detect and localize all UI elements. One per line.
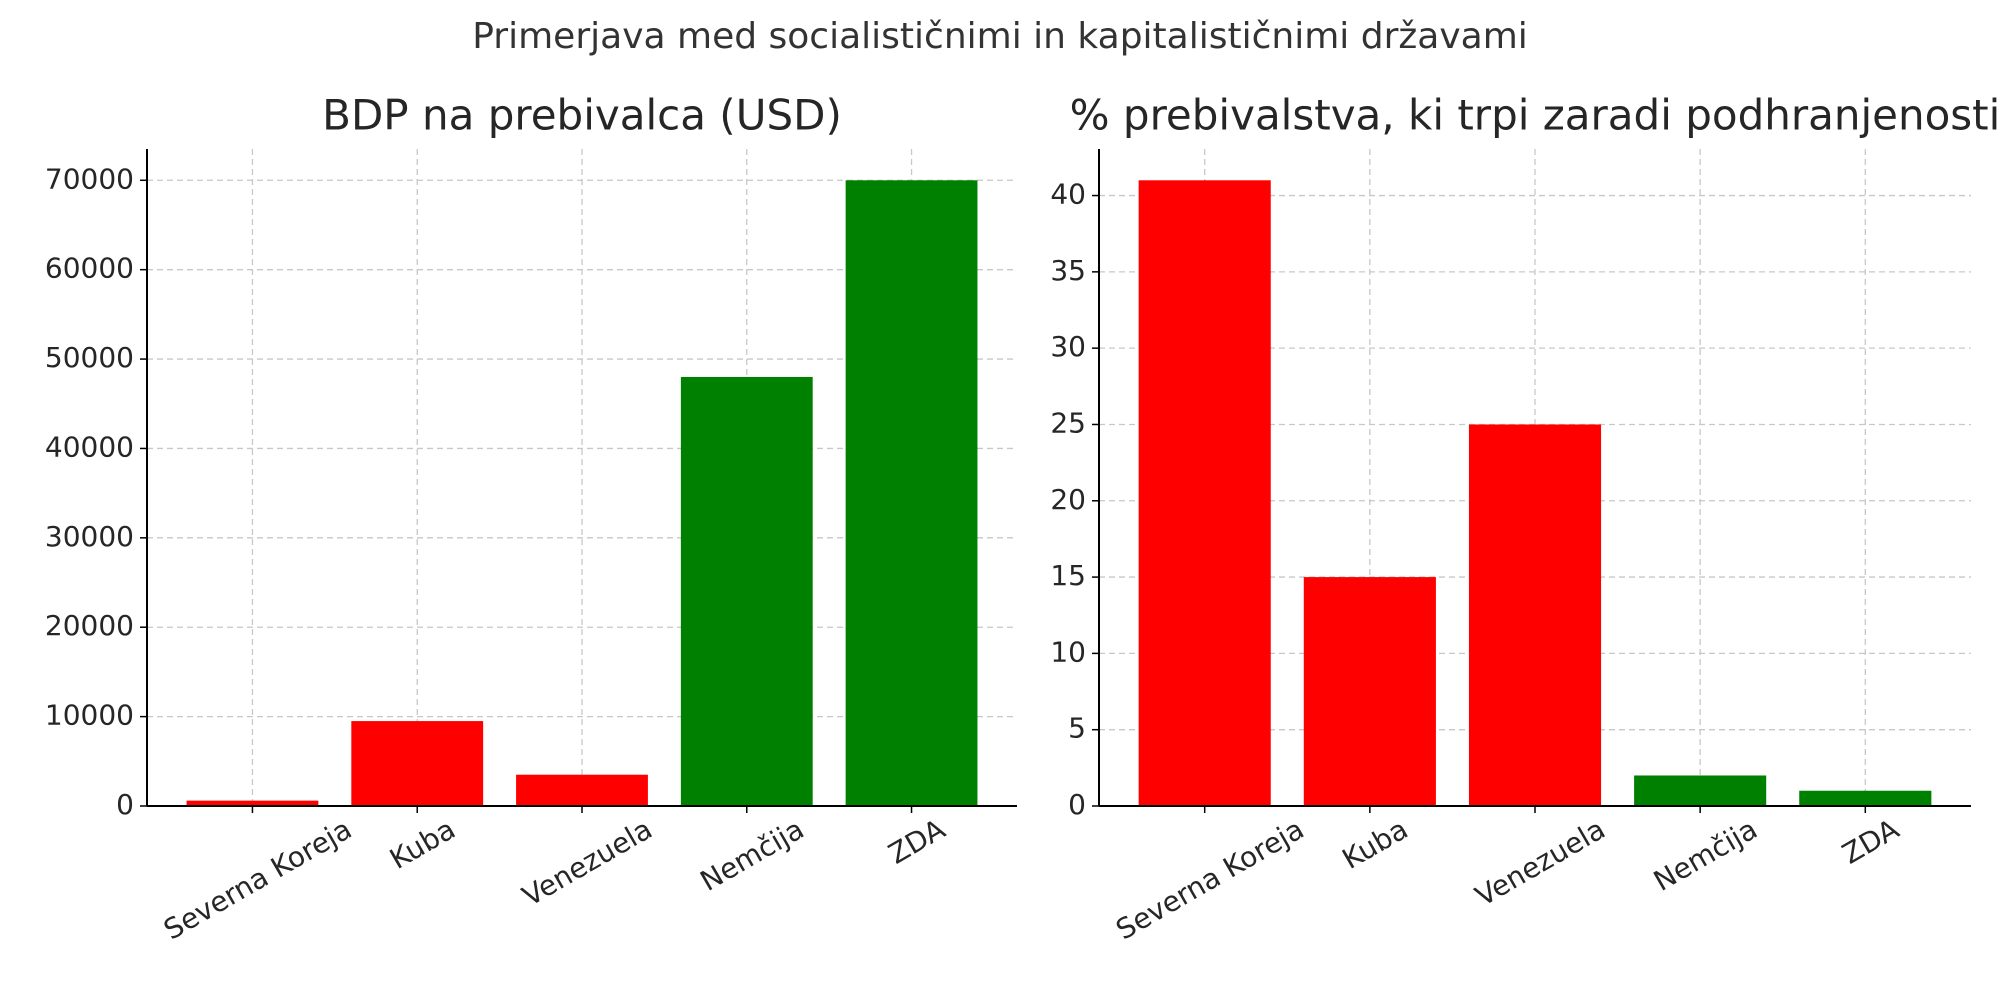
subplot-title: % prebivalstva, ki trpi zaradi podhranje… xyxy=(1070,91,2000,140)
y-tick-label: 35 xyxy=(1050,254,1086,287)
y-tick-label: 0 xyxy=(116,788,134,821)
subplot-title: BDP na prebivalca (USD) xyxy=(322,91,842,140)
y-tick-label: 30 xyxy=(1050,330,1086,363)
y-tick-label: 40 xyxy=(1050,178,1086,211)
y-tick-label: 50000 xyxy=(45,341,134,374)
bar xyxy=(1634,775,1767,806)
y-tick-label: 10000 xyxy=(45,699,134,732)
bar xyxy=(680,376,813,806)
bar xyxy=(1303,577,1436,806)
y-tick-label: 10 xyxy=(1050,635,1086,668)
y-tick-label: 0 xyxy=(1068,788,1086,821)
y-tick-label: 25 xyxy=(1050,406,1086,439)
bar xyxy=(1468,424,1602,806)
y-tick-label: 5 xyxy=(1068,712,1086,745)
y-tick-label: 70000 xyxy=(45,162,134,195)
bar xyxy=(516,774,648,806)
bar xyxy=(845,180,978,807)
bar xyxy=(1138,180,1271,807)
y-tick-label: 60000 xyxy=(45,252,134,285)
figure-title: Primerjava med socialističnimi in kapita… xyxy=(472,16,1528,57)
y-tick-label: 15 xyxy=(1050,559,1086,592)
y-tick-label: 40000 xyxy=(45,430,134,463)
bar xyxy=(1799,790,1932,806)
bar xyxy=(186,800,319,806)
y-tick-label: 20 xyxy=(1050,483,1086,516)
bar xyxy=(351,721,484,806)
y-tick-label: 30000 xyxy=(45,520,134,553)
y-tick-label: 20000 xyxy=(45,609,134,642)
